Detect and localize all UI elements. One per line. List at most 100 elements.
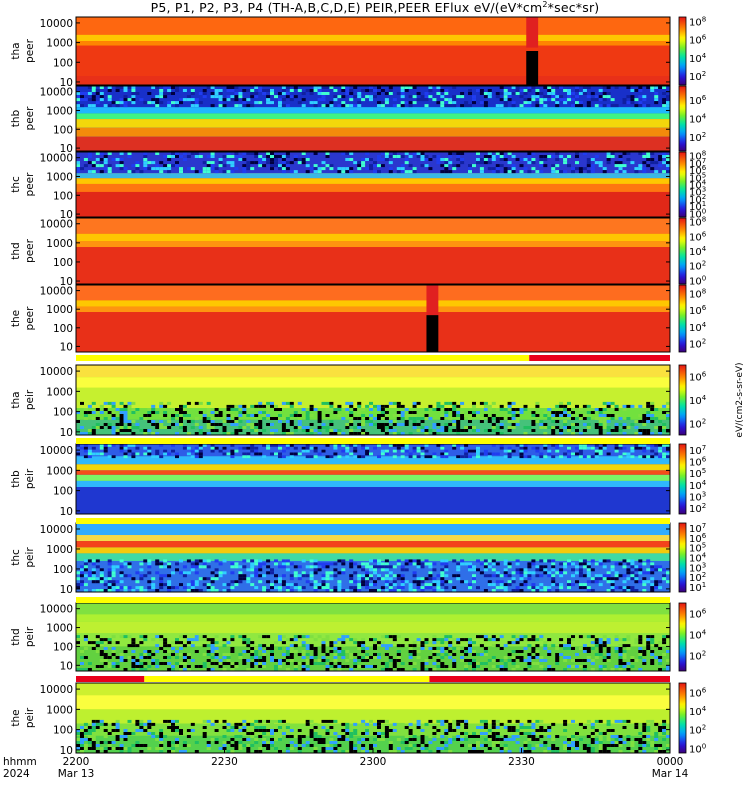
spectrogram-cell — [266, 635, 271, 639]
spectrogram-cell — [369, 95, 373, 99]
spectrogram-cell — [262, 741, 267, 744]
spectrogram-cell — [448, 408, 453, 411]
spectrogram-cell — [586, 404, 591, 408]
spectrogram-cell — [408, 747, 413, 750]
spectrogram-cell — [642, 659, 647, 662]
spectrogram-cell — [614, 571, 619, 575]
spectrogram-cell — [309, 571, 314, 575]
spectrogram-cell — [483, 638, 488, 642]
spectrogram-cell — [559, 638, 564, 642]
spectrogram-cell — [278, 414, 282, 417]
spectrogram-cell — [487, 735, 492, 738]
spectrogram-cell — [357, 738, 362, 741]
spectrogram-cell — [594, 98, 599, 102]
spectrogram-cell — [333, 732, 338, 735]
spectrogram-cell — [186, 420, 191, 423]
spectrogram-cell — [349, 401, 354, 405]
spectrogram-cell — [543, 571, 548, 575]
x-axis-label-year: 2024 — [3, 768, 30, 780]
spectrogram-cell — [143, 167, 148, 171]
spectrogram-cell — [190, 152, 195, 155]
spectrogram-cell — [206, 741, 211, 744]
spectrogram-cell — [87, 411, 92, 414]
spectrogram-cell — [159, 580, 164, 584]
spectrogram-cell — [586, 735, 591, 738]
spectrogram-cell — [662, 726, 667, 729]
spectrogram-cell — [598, 408, 603, 411]
spectrogram-cell — [650, 408, 655, 411]
spectrogram-cell — [194, 401, 199, 405]
spectrogram-cell — [479, 562, 484, 566]
spectrogram-cell — [111, 641, 116, 645]
spectrogram-cell — [491, 429, 496, 432]
spectrogram-cell — [83, 446, 88, 450]
spectrogram-cell — [238, 635, 243, 639]
spectrogram-cell — [305, 446, 310, 450]
spectrogram-cell — [238, 747, 243, 750]
spectrogram-cell — [476, 665, 480, 668]
spectrogram-cell — [610, 568, 615, 572]
spectrogram-cell — [575, 571, 579, 575]
spectrogram-cell — [325, 577, 330, 581]
spectrogram-cell — [618, 155, 623, 158]
spectrogram-cell — [634, 738, 639, 741]
spectrogram-cell — [523, 574, 528, 578]
x-tick-date: Mar 14 — [652, 768, 689, 780]
spectrogram-cell — [380, 152, 385, 155]
spectrogram-cell — [270, 423, 274, 426]
spectrogram-cell — [575, 161, 579, 165]
spectrogram-cell — [321, 586, 326, 590]
spectrogram-cell — [159, 401, 164, 405]
spectrogram-cell — [91, 729, 96, 732]
spectrogram-cell — [305, 719, 310, 723]
spectrogram-cell — [119, 586, 124, 590]
spectrogram-cell — [270, 571, 274, 575]
spectrogram-cell — [456, 726, 461, 729]
spectrogram-cell — [289, 414, 294, 417]
spectrogram-cell — [646, 559, 651, 563]
spectrogram-cell — [111, 653, 116, 656]
spectrogram-cell — [274, 161, 278, 165]
spectrogram-cell — [361, 414, 366, 417]
spectrogram-cell — [650, 577, 655, 581]
spectrogram-cell — [523, 726, 528, 729]
spectrogram-cell — [95, 580, 100, 584]
spectrogram-cell — [365, 738, 370, 741]
spectrogram-cell — [396, 155, 401, 158]
spectrogram-cell — [226, 432, 231, 435]
spectrogram-cell — [400, 565, 405, 569]
spectrogram-cell — [190, 420, 195, 423]
spectrogram-cell — [408, 411, 413, 414]
spectrogram-cell — [373, 568, 377, 572]
spectrogram-cell — [610, 155, 615, 158]
spectrogram-cell — [139, 574, 144, 578]
spectrogram-cell — [586, 647, 591, 650]
spectrogram-cell — [175, 638, 179, 642]
spectrogram-cell — [539, 635, 544, 639]
spectrogram-cell — [262, 455, 267, 459]
spectrogram-cell — [341, 656, 346, 659]
spectrogram-cell — [123, 420, 128, 423]
spectrogram-cell — [258, 404, 263, 408]
spectrogram-cell — [95, 164, 100, 168]
spectrogram-cell — [432, 583, 437, 587]
spectrogram-cell — [416, 401, 421, 405]
spectrogram-cell — [210, 662, 215, 665]
spectrogram-cell — [119, 656, 124, 659]
spectrogram-cell — [234, 95, 239, 99]
spectrogram-cell — [373, 89, 377, 92]
spectrogram-cell — [456, 647, 461, 650]
spectrogram-cell — [606, 659, 611, 662]
spectrogram-cell — [444, 429, 449, 432]
spectrogram-cell — [460, 580, 465, 584]
spectrogram-cell — [507, 452, 512, 456]
spectrogram-cell — [202, 726, 207, 729]
spectrogram-cell — [638, 641, 643, 645]
spectrogram-cell — [226, 726, 231, 729]
spectrogram-cell — [341, 562, 346, 566]
spectrogram-cell — [123, 650, 128, 653]
spectrogram-cell — [420, 662, 425, 665]
spectrogram-cell — [650, 583, 655, 587]
